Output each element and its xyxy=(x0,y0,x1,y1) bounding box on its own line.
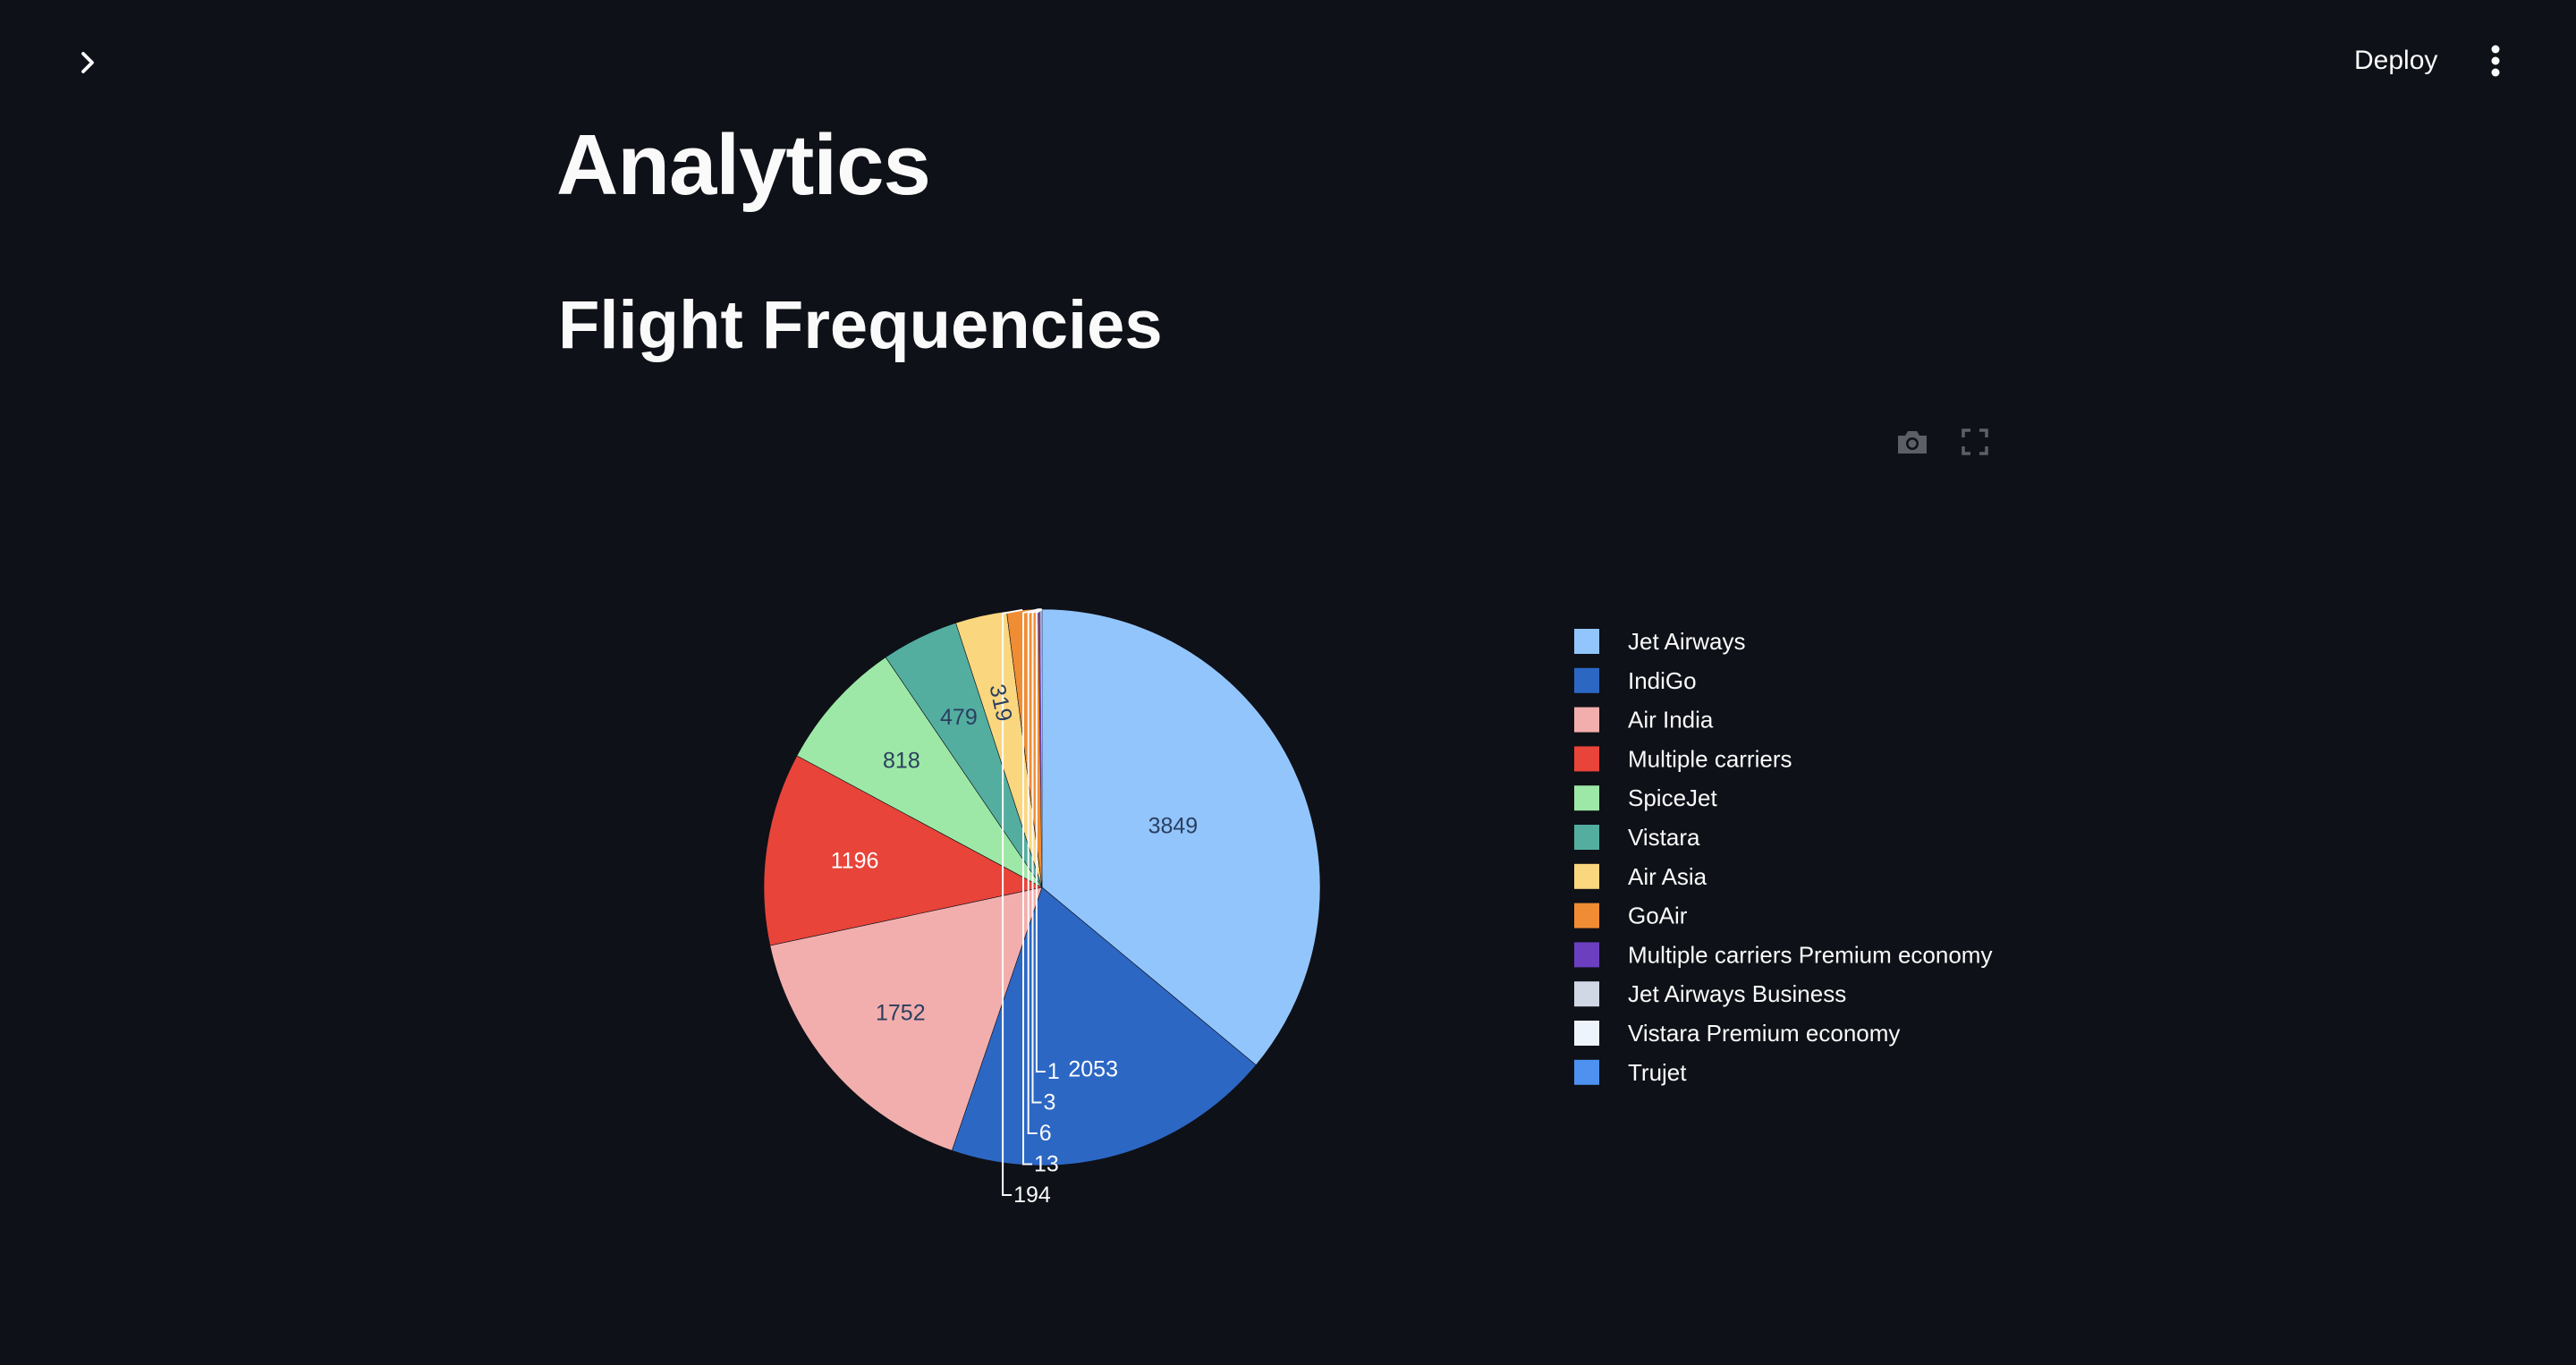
legend-label: Multiple carriers xyxy=(1628,745,1792,772)
legend-swatch xyxy=(1574,1059,1599,1085)
legend-item-spicejet[interactable]: SpiceJet xyxy=(1574,784,1717,811)
deploy-button[interactable]: Deploy xyxy=(2354,46,2438,75)
section-title: Flight Frequencies xyxy=(558,287,1163,363)
more-vertical-icon xyxy=(2491,45,2500,77)
pie-label-air-india: 1752 xyxy=(876,1000,926,1025)
pie-label-indigo: 2053 xyxy=(1068,1057,1118,1082)
camera-icon xyxy=(1898,431,1927,454)
pie-label-vistara-premium-economy: 3 xyxy=(1044,1090,1056,1115)
pie-label-goair: 194 xyxy=(1013,1183,1051,1208)
legend-item-air-india[interactable]: Air India xyxy=(1574,707,1714,733)
download-png-button[interactable] xyxy=(1894,424,1930,460)
pie-slice-jet-airways-business[interactable] xyxy=(1040,609,1042,887)
legend-label: GoAir xyxy=(1628,903,1688,929)
legend-item-air-asia[interactable]: Air Asia xyxy=(1574,863,1707,890)
pie-label-trujet: 1 xyxy=(1047,1059,1060,1084)
legend-label: Air India xyxy=(1628,707,1714,733)
legend-item-vistara[interactable]: Vistara xyxy=(1574,824,1700,851)
legend-swatch xyxy=(1574,863,1599,889)
pie-slice-vistara-premium-economy[interactable] xyxy=(1041,608,1042,887)
legend-item-goair[interactable]: GoAir xyxy=(1574,903,1688,929)
legend-label: IndiGo xyxy=(1628,667,1697,694)
legend-label: Vistara Premium economy xyxy=(1628,1020,1900,1047)
pie-slice-multiple-carriers-premium-economy[interactable] xyxy=(1038,609,1042,887)
fullscreen-icon xyxy=(1962,428,1988,455)
legend-label: Trujet xyxy=(1628,1059,1687,1086)
legend-item-jet-airways[interactable]: Jet Airways xyxy=(1574,628,1746,655)
fullscreen-button[interactable] xyxy=(1957,424,1993,460)
pie-label-multiple-carriers: 1196 xyxy=(831,848,879,873)
pie-slice-air-india[interactable] xyxy=(769,886,1043,1151)
sidebar-toggle-button[interactable] xyxy=(66,41,109,84)
legend-label: Multiple carriers Premium economy xyxy=(1628,941,1992,968)
main-menu-button[interactable] xyxy=(2478,38,2513,84)
legend-swatch xyxy=(1574,942,1599,968)
legend-swatch xyxy=(1574,903,1599,928)
legend-label: Jet Airways Business xyxy=(1628,980,1846,1007)
legend-label: Air Asia xyxy=(1628,863,1707,890)
leader-line-goair xyxy=(1002,608,1023,1196)
pie-slice-spicejet[interactable] xyxy=(796,657,1043,888)
legend-swatch xyxy=(1574,825,1599,850)
pie-slice-multiple-carriers[interactable] xyxy=(763,755,1043,946)
legend-item-multiple-carriers[interactable]: Multiple carriers xyxy=(1574,745,1792,772)
legend-label: Jet Airways xyxy=(1628,628,1746,655)
legend-swatch xyxy=(1574,785,1599,811)
legend-swatch xyxy=(1574,629,1599,654)
pie-label-multiple-carriers-premium-economy: 13 xyxy=(1034,1152,1059,1177)
pie-label-spicejet: 818 xyxy=(883,749,920,774)
legend-label: SpiceJet xyxy=(1628,784,1717,811)
legend-label: Vistara xyxy=(1628,824,1700,851)
legend-swatch xyxy=(1574,1021,1599,1046)
legend-item-multiple-carriers-premium-economy[interactable]: Multiple carriers Premium economy xyxy=(1574,941,1992,968)
legend-swatch xyxy=(1574,707,1599,733)
legend-swatch xyxy=(1574,667,1599,693)
legend-item-jet-airways-business[interactable]: Jet Airways Business xyxy=(1574,980,1846,1007)
legend-swatch xyxy=(1574,981,1599,1007)
chevron-right-icon xyxy=(81,52,94,73)
legend-swatch xyxy=(1574,746,1599,772)
legend-item-indigo[interactable]: IndiGo xyxy=(1574,667,1697,694)
legend-item-trujet[interactable]: Trujet xyxy=(1574,1059,1687,1086)
pie-label-jet-airways: 3849 xyxy=(1148,813,1199,838)
pie-slice-jet-airways[interactable] xyxy=(1041,608,1321,1066)
pie-label-vistara: 479 xyxy=(940,705,978,730)
legend-item-vistara-premium-economy[interactable]: Vistara Premium economy xyxy=(1574,1020,1900,1047)
page-title: Analytics xyxy=(556,117,931,213)
pie-label-jet-airways-business: 6 xyxy=(1039,1121,1052,1146)
leader-line-multiple-carriers-premium-economy xyxy=(1022,608,1040,1166)
